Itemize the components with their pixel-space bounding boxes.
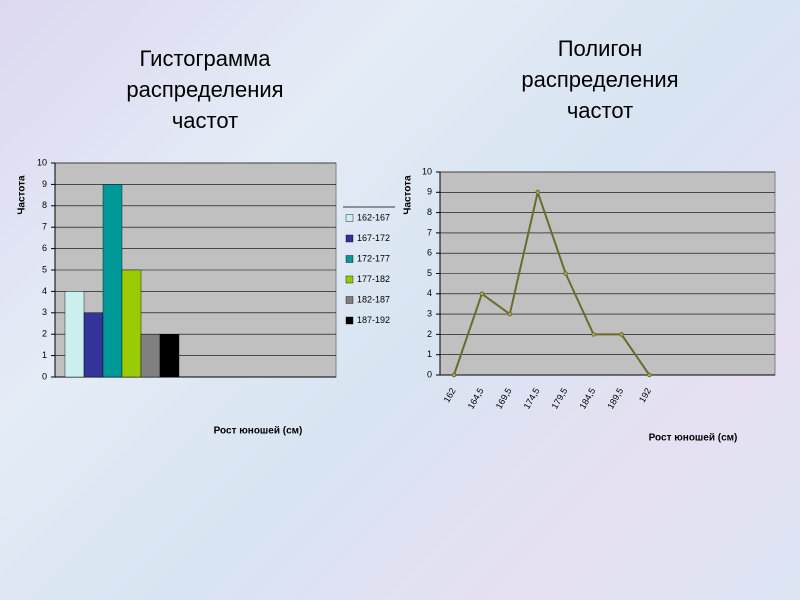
legend-label: 187-192 — [357, 315, 390, 325]
point — [535, 190, 541, 195]
legend-swatch — [345, 296, 354, 304]
legend-swatch — [345, 255, 354, 263]
x-tick-label: 169,5 — [494, 386, 514, 411]
point — [591, 332, 596, 337]
y-tick-label: 0 — [427, 369, 432, 379]
y-tick-label: 0 — [42, 371, 47, 381]
y-axis-label: Частота — [403, 175, 414, 215]
legend-swatch — [345, 234, 354, 243]
y-tick-label: 8 — [42, 200, 47, 210]
bar — [102, 184, 123, 378]
y-tick-label: 7 — [42, 222, 47, 232]
legend-label: 167-172 — [357, 233, 390, 243]
legend-swatch — [345, 275, 354, 284]
y-tick-label: 8 — [427, 207, 432, 217]
x-tick-label: 174,5 — [522, 386, 542, 411]
legend-label: 172-177 — [357, 253, 390, 263]
bar — [140, 334, 161, 378]
y-tick-label: 3 — [42, 307, 47, 317]
x-tick-label: 184,5 — [577, 386, 597, 411]
legend-label: 177-182 — [357, 274, 390, 284]
x-tick-label: 192 — [637, 386, 653, 404]
x-axis-label: Рост юношей (см) — [649, 433, 738, 444]
bar — [64, 291, 85, 378]
legend-label: 162-167 — [357, 212, 390, 222]
x-tick-label: 179,5 — [549, 386, 569, 411]
y-tick-label: 3 — [427, 308, 432, 318]
chart-title: Полигон распределения частот — [521, 36, 679, 123]
bar — [83, 312, 104, 378]
y-tick-label: 2 — [427, 329, 432, 339]
y-tick-label: 9 — [42, 179, 47, 189]
y-tick-label: 5 — [427, 268, 432, 278]
point — [563, 271, 568, 276]
x-tick-label: 164,5 — [466, 386, 486, 411]
x-tick-label: 162 — [442, 386, 458, 404]
y-tick-label: 6 — [427, 248, 432, 258]
chart-title: Гистограмма распределения частот — [126, 46, 284, 133]
bar — [159, 334, 180, 378]
y-tick-label: 1 — [42, 350, 47, 360]
y-tick-label: 10 — [37, 157, 47, 167]
y-tick-label: 5 — [42, 264, 47, 274]
point — [479, 291, 485, 297]
bar — [121, 269, 142, 378]
x-tick-label: 189,5 — [605, 386, 625, 411]
y-tick-label: 7 — [427, 227, 432, 237]
y-tick-label: 2 — [42, 329, 47, 339]
y-axis-label: Частота — [17, 175, 28, 215]
y-tick-label: 10 — [422, 166, 432, 176]
y-tick-label: 4 — [427, 288, 432, 298]
line — [453, 188, 651, 376]
legend-swatch — [345, 316, 354, 325]
y-tick-label: 6 — [42, 243, 47, 253]
point — [507, 311, 513, 317]
y-tick-label: 1 — [427, 349, 432, 359]
y-tick-label: 4 — [42, 286, 47, 296]
legend-label: 182-187 — [357, 294, 390, 304]
y-tick-label: 9 — [427, 187, 432, 197]
legend-swatch — [345, 214, 354, 222]
x-axis-label: Рост юношей (см) — [214, 426, 303, 437]
point — [619, 332, 624, 337]
point — [451, 372, 457, 378]
point — [647, 372, 652, 378]
